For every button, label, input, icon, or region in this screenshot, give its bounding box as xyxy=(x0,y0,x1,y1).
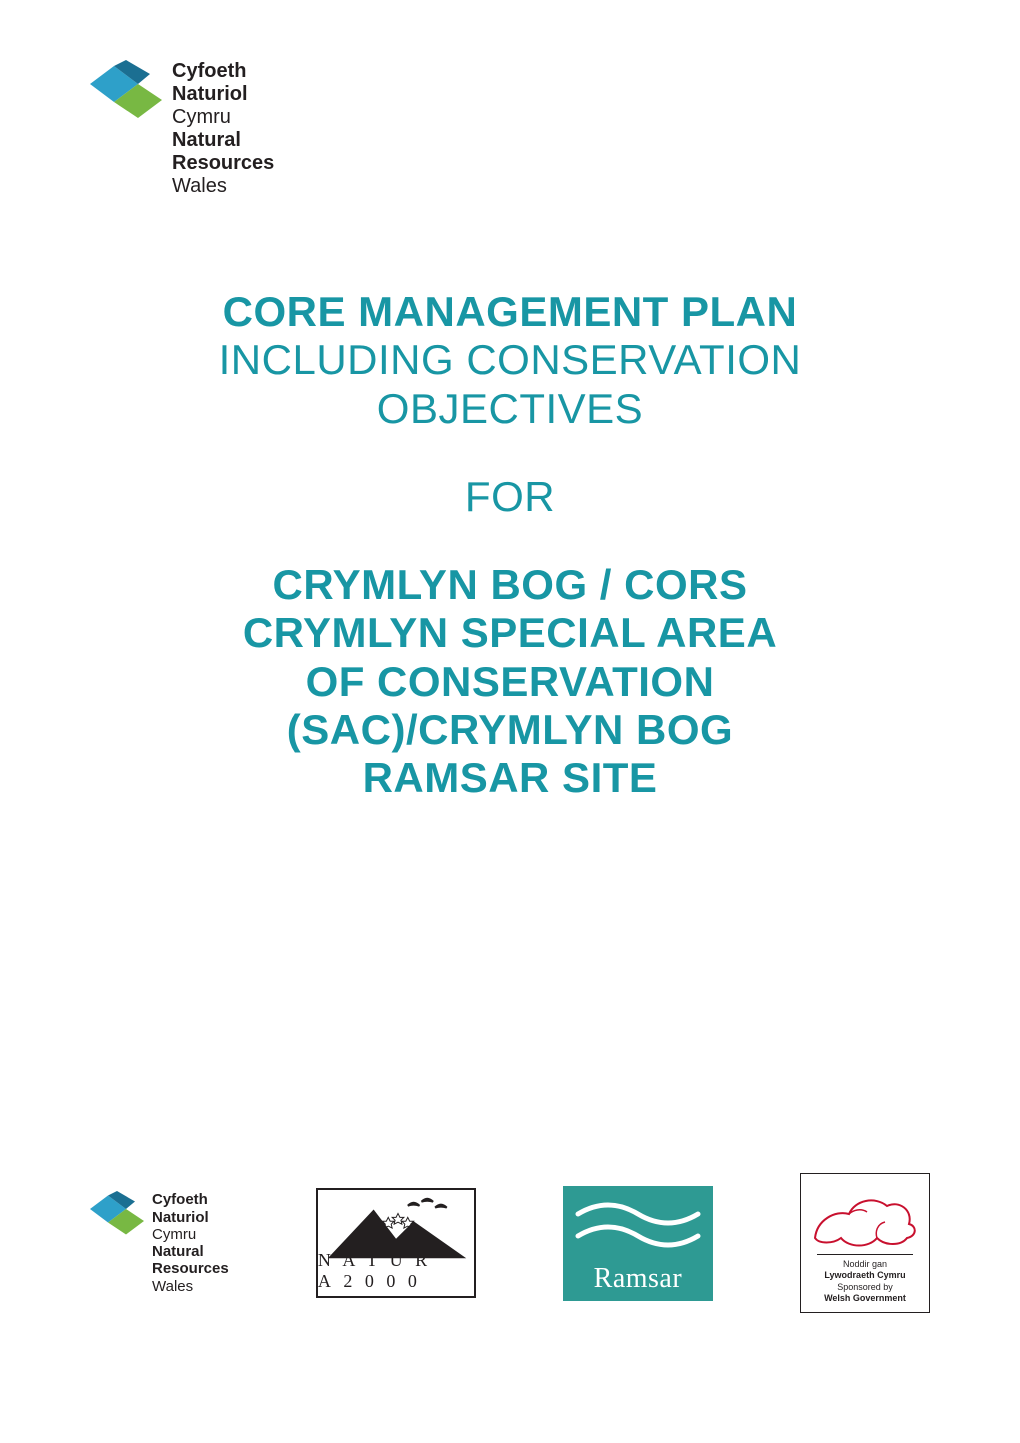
footer-nrw-text: Cyfoeth Naturiol Cymru Natural Resources… xyxy=(152,1191,229,1295)
welsh-government-logo: Noddir gan Lywodraeth Cymru Sponsored by… xyxy=(800,1173,930,1313)
nrw-text-line: Wales xyxy=(152,1278,229,1295)
wg-line: Noddir gan xyxy=(824,1259,906,1270)
natura-2000-logo: N A T U R A 2 0 0 0 xyxy=(316,1188,476,1298)
spacer xyxy=(140,433,880,473)
footer-logo-row: Cyfoeth Naturiol Cymru Natural Resources… xyxy=(90,1173,930,1313)
wg-line: Lywodraeth Cymru xyxy=(824,1270,906,1281)
nrw-text-line: Cymru xyxy=(152,1226,229,1243)
title-line: CRYMLYN SPECIAL AREA xyxy=(140,609,880,657)
nrw-text-line: Resources xyxy=(172,152,274,175)
title-line: FOR xyxy=(140,473,880,521)
ramsar-wave-icon xyxy=(563,1186,713,1256)
divider xyxy=(817,1254,913,1255)
title-line: CORE MANAGEMENT PLAN xyxy=(140,288,880,336)
nrw-text-line: Natural xyxy=(152,1243,229,1260)
wg-line: Welsh Government xyxy=(824,1293,906,1304)
document-title: CORE MANAGEMENT PLAN INCLUDING CONSERVAT… xyxy=(140,288,880,803)
title-line: CRYMLYN BOG / CORS xyxy=(140,561,880,609)
nrw-logo-mark xyxy=(90,60,162,124)
wg-text: Noddir gan Lywodraeth Cymru Sponsored by… xyxy=(824,1259,906,1304)
title-line: OF CONSERVATION xyxy=(140,658,880,706)
title-line: RAMSAR SITE xyxy=(140,754,880,802)
nrw-text-line: Natural xyxy=(172,129,274,152)
natura-illustration-icon xyxy=(320,1192,476,1270)
nrw-text-line: Wales xyxy=(172,175,274,198)
ramsar-label: Ramsar xyxy=(594,1263,683,1295)
nrw-logo-text: Cyfoeth Naturiol Cymru Natural Resources… xyxy=(172,60,274,198)
spacer xyxy=(140,521,880,561)
nrw-logo-mark-small xyxy=(90,1191,144,1239)
title-line: INCLUDING CONSERVATION xyxy=(140,336,880,384)
ramsar-logo: Ramsar xyxy=(563,1186,713,1301)
nrw-text-line: Naturiol xyxy=(172,83,274,106)
welsh-dragon-icon xyxy=(805,1180,925,1252)
title-line: OBJECTIVES xyxy=(140,385,880,433)
nrw-text-line: Cyfoeth xyxy=(172,60,274,83)
header-nrw-logo: Cyfoeth Naturiol Cymru Natural Resources… xyxy=(90,60,930,198)
nrw-text-line: Naturiol xyxy=(152,1209,229,1226)
nrw-text-line: Resources xyxy=(152,1260,229,1277)
nrw-text-line: Cymru xyxy=(172,106,274,129)
footer-nrw-logo: Cyfoeth Naturiol Cymru Natural Resources… xyxy=(90,1191,229,1295)
wg-line: Sponsored by xyxy=(824,1282,906,1293)
nrw-text-line: Cyfoeth xyxy=(152,1191,229,1208)
natura-label-year: 2 0 0 0 xyxy=(343,1271,421,1291)
title-line: (SAC)/CRYMLYN BOG xyxy=(140,706,880,754)
